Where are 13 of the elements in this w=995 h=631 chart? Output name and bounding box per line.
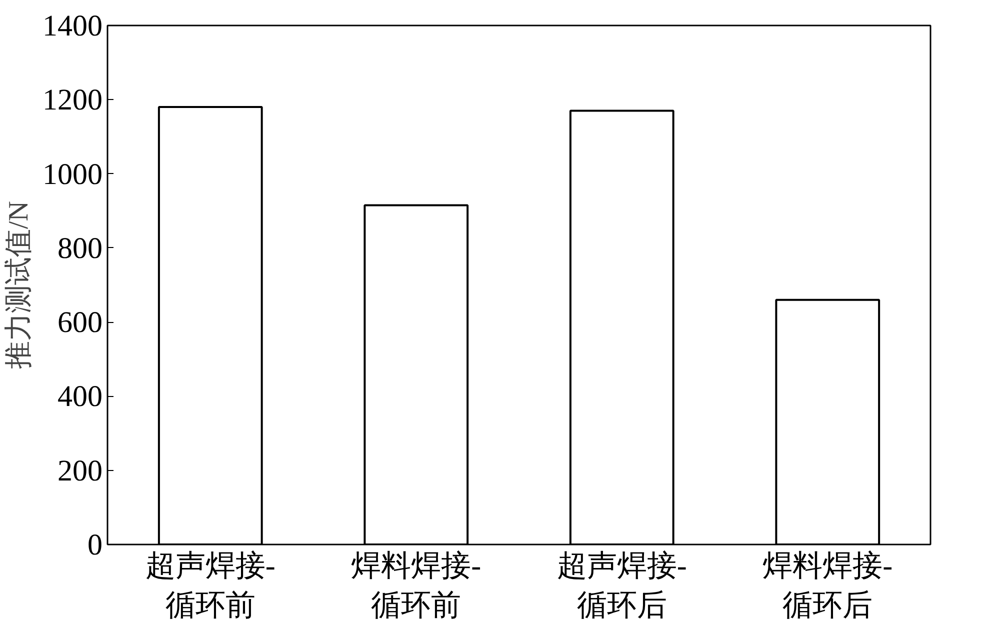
y-tick-label: 1400 <box>42 10 102 42</box>
x-tick-label: 焊料焊接- 循环后 <box>762 550 893 622</box>
y-tick-label: 1200 <box>42 84 102 117</box>
x-tick-label: 超声焊接- 循环前 <box>145 550 276 622</box>
y-tick-label: 200 <box>58 454 102 488</box>
y-tick-label: 800 <box>58 232 102 265</box>
y-tick-label: 1000 <box>42 158 102 191</box>
y-tick-label: 0 <box>88 528 102 562</box>
y-axis-title: 推力测试值/N <box>4 201 34 369</box>
x-tick-label: 焊料焊接- 循环前 <box>351 550 482 622</box>
y-tick-label: 400 <box>58 380 102 414</box>
x-tick-label: 超声焊接- 循环后 <box>556 550 687 622</box>
y-tick-label: 600 <box>58 306 102 340</box>
